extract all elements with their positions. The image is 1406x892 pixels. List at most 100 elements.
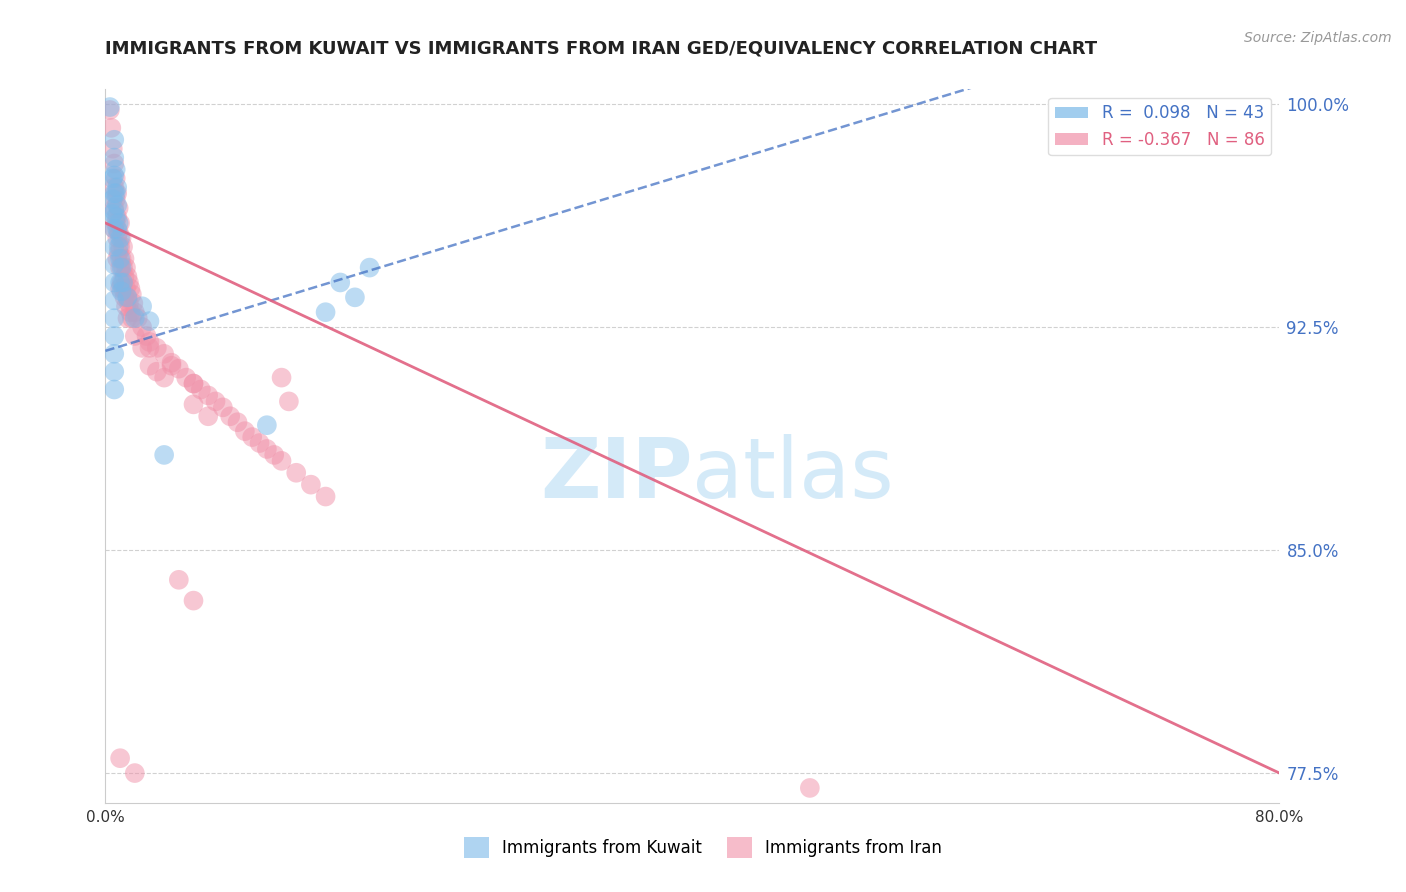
Point bbox=[104, 186, 127, 201]
Point bbox=[103, 383, 125, 397]
Point bbox=[131, 299, 153, 313]
Legend: R =  0.098   N = 43, R = -0.367   N = 86: R = 0.098 N = 43, R = -0.367 N = 86 bbox=[1049, 97, 1271, 155]
Text: atlas: atlas bbox=[692, 434, 894, 515]
Point bbox=[117, 311, 139, 326]
Point bbox=[315, 490, 337, 504]
Point bbox=[233, 424, 256, 438]
Text: ZIP: ZIP bbox=[540, 434, 692, 515]
Point bbox=[108, 751, 131, 765]
Point bbox=[107, 201, 129, 215]
Point bbox=[131, 320, 153, 334]
Point bbox=[108, 252, 131, 266]
Point bbox=[211, 401, 233, 415]
Point bbox=[104, 171, 127, 186]
Point bbox=[117, 290, 139, 304]
Point bbox=[219, 409, 242, 424]
Point bbox=[108, 231, 131, 245]
Point bbox=[114, 252, 136, 266]
Point bbox=[107, 240, 129, 254]
Point bbox=[167, 361, 190, 376]
Point bbox=[138, 334, 160, 349]
Point bbox=[110, 260, 132, 275]
Point bbox=[108, 216, 131, 230]
Point bbox=[204, 394, 226, 409]
Point bbox=[103, 347, 125, 361]
Point bbox=[101, 142, 124, 156]
Point bbox=[112, 276, 135, 290]
Point bbox=[270, 370, 292, 384]
Point bbox=[100, 120, 122, 135]
Point bbox=[108, 281, 131, 295]
Point bbox=[103, 133, 125, 147]
Point bbox=[190, 383, 212, 397]
Point bbox=[105, 252, 128, 266]
Point bbox=[101, 207, 124, 221]
Legend: Immigrants from Kuwait, Immigrants from Iran: Immigrants from Kuwait, Immigrants from … bbox=[457, 830, 949, 864]
Point bbox=[103, 186, 125, 201]
Point bbox=[167, 573, 190, 587]
Point bbox=[103, 311, 125, 326]
Point bbox=[104, 162, 127, 177]
Point bbox=[183, 397, 205, 411]
Point bbox=[120, 281, 142, 295]
Point bbox=[197, 409, 219, 424]
Point bbox=[256, 442, 278, 456]
Point bbox=[153, 370, 176, 384]
Point bbox=[105, 180, 128, 194]
Point bbox=[124, 329, 146, 343]
Point bbox=[124, 766, 146, 780]
Point bbox=[110, 285, 132, 299]
Point bbox=[270, 454, 292, 468]
Point bbox=[114, 269, 136, 284]
Point bbox=[160, 359, 183, 373]
Point bbox=[138, 314, 160, 328]
Point bbox=[124, 305, 146, 319]
Point bbox=[112, 260, 135, 275]
Point bbox=[249, 436, 271, 450]
Point bbox=[108, 276, 131, 290]
Point bbox=[197, 388, 219, 402]
Point bbox=[277, 394, 299, 409]
Point bbox=[115, 299, 138, 313]
Point bbox=[174, 370, 197, 384]
Point bbox=[127, 311, 149, 326]
Point bbox=[117, 290, 139, 304]
Point bbox=[107, 216, 129, 230]
Point bbox=[121, 287, 143, 301]
Point bbox=[103, 276, 125, 290]
Point bbox=[153, 347, 176, 361]
Point bbox=[183, 593, 205, 607]
Point bbox=[146, 365, 169, 379]
Point bbox=[98, 103, 121, 117]
Text: IMMIGRANTS FROM KUWAIT VS IMMIGRANTS FROM IRAN GED/EQUIVALENCY CORRELATION CHART: IMMIGRANTS FROM KUWAIT VS IMMIGRANTS FRO… bbox=[105, 40, 1098, 58]
Point bbox=[108, 240, 131, 254]
Point bbox=[118, 276, 141, 290]
Point bbox=[115, 281, 138, 295]
Point bbox=[103, 240, 125, 254]
Point bbox=[299, 477, 322, 491]
Point bbox=[183, 376, 205, 391]
Point bbox=[101, 171, 124, 186]
Point bbox=[103, 169, 125, 183]
Point bbox=[256, 418, 278, 433]
Point bbox=[118, 296, 141, 310]
Point bbox=[103, 329, 125, 343]
Point bbox=[107, 245, 129, 260]
Point bbox=[110, 252, 132, 266]
Point bbox=[103, 201, 125, 215]
Point bbox=[120, 305, 142, 319]
Text: Source: ZipAtlas.com: Source: ZipAtlas.com bbox=[1244, 31, 1392, 45]
Point bbox=[105, 222, 128, 236]
Point bbox=[343, 290, 366, 304]
Point bbox=[115, 260, 138, 275]
Point bbox=[117, 269, 139, 284]
Point bbox=[103, 180, 125, 194]
Point bbox=[103, 293, 125, 308]
Point bbox=[103, 222, 125, 236]
Point bbox=[263, 448, 285, 462]
Point bbox=[135, 329, 157, 343]
Point bbox=[153, 448, 176, 462]
Point bbox=[799, 780, 821, 795]
Point bbox=[285, 466, 308, 480]
Point bbox=[359, 260, 381, 275]
